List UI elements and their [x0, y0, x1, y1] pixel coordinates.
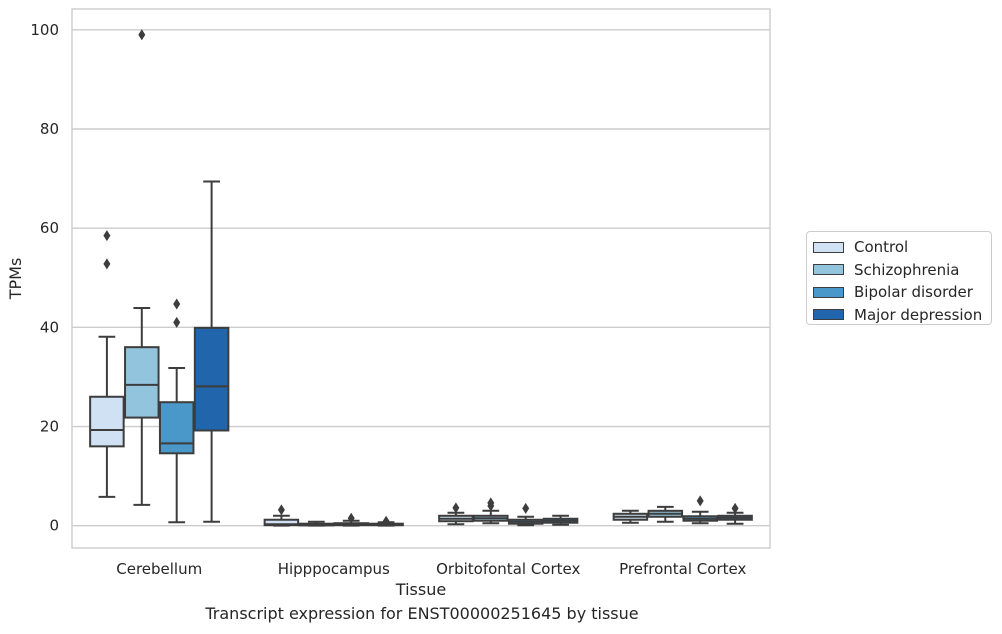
outlier-point: [103, 258, 111, 270]
outlier-point: [347, 512, 355, 524]
plot-frame: [71, 8, 771, 549]
x-tick-labels: Cerebellum Hipppocampus Orbitofontal Corte…: [116, 560, 746, 578]
outlier-point: [382, 515, 390, 527]
outlier-point: [138, 29, 146, 41]
box-major-depression: [542, 514, 579, 526]
outlier-point: [277, 504, 285, 516]
box-control: [612, 509, 649, 524]
box-layer: [89, 29, 753, 527]
legend-label: Schizophrenia: [854, 260, 960, 279]
box-major-depression: [368, 515, 404, 527]
x-axis-label: Tissue: [395, 580, 446, 599]
box-major-depression: [717, 502, 753, 525]
x-tick-label: Prefrontal Cortex: [619, 560, 746, 578]
box-bipolar-disorder: [507, 502, 544, 527]
box-schizophrenia: [647, 505, 684, 523]
box-bipolar-disorder: [333, 512, 369, 527]
legend-item: Schizophrenia: [813, 259, 991, 282]
legend-label: Bipolar disorder: [854, 283, 973, 302]
legend: Control Schizophrenia Bipolar disorder Majo…: [806, 231, 992, 325]
iqr-box: [158, 401, 195, 455]
box-bipolar-disorder: [682, 495, 718, 525]
legend-label: Control: [854, 238, 909, 257]
box-control: [89, 230, 125, 498]
legend-item: Bipolar disorder: [813, 281, 991, 304]
outlier-point: [103, 230, 111, 242]
y-axis-label: TPMs: [6, 258, 25, 301]
box-major-depression: [193, 180, 230, 523]
legend-item: Major depression: [813, 304, 991, 327]
legend-swatch: [813, 264, 844, 276]
box-bipolar-disorder: [158, 298, 195, 524]
box-control: [438, 502, 474, 526]
y-tick-label: 20: [40, 418, 59, 436]
legend-swatch: [813, 241, 844, 253]
y-tick-labels: 0 20 40 60 80 100: [30, 21, 59, 535]
box-schizophrenia: [124, 29, 160, 506]
outlier-point: [731, 502, 739, 514]
chart-title: Transcript expression for ENST0000025164…: [205, 604, 639, 623]
y-tick-label: 80: [40, 120, 59, 138]
outlier-point: [173, 316, 181, 328]
box-schizophrenia: [473, 497, 509, 525]
outlier-point: [452, 502, 460, 514]
y-tick-label: 40: [40, 318, 59, 336]
box-schizophrenia: [298, 520, 335, 527]
x-tick-label: Hipppocampus: [278, 560, 390, 578]
iqr-box: [124, 346, 160, 419]
outlier-point: [522, 502, 530, 514]
outlier-point: [173, 298, 181, 310]
box-control: [263, 504, 300, 527]
x-tick-label: Orbitofontal Cortex: [436, 560, 580, 578]
legend-label: Major depression: [854, 305, 983, 324]
outlier-point: [487, 497, 495, 509]
y-tick-label: 100: [30, 21, 59, 39]
legend-swatch: [813, 309, 844, 321]
x-tick-label: Cerebellum: [116, 560, 202, 578]
iqr-box: [89, 395, 125, 448]
legend-item: Control: [813, 236, 991, 259]
iqr-box: [193, 326, 230, 432]
y-tick-label: 60: [40, 219, 59, 237]
legend-swatch: [813, 286, 844, 298]
outlier-point: [696, 495, 704, 507]
y-tick-label: 0: [49, 517, 59, 535]
